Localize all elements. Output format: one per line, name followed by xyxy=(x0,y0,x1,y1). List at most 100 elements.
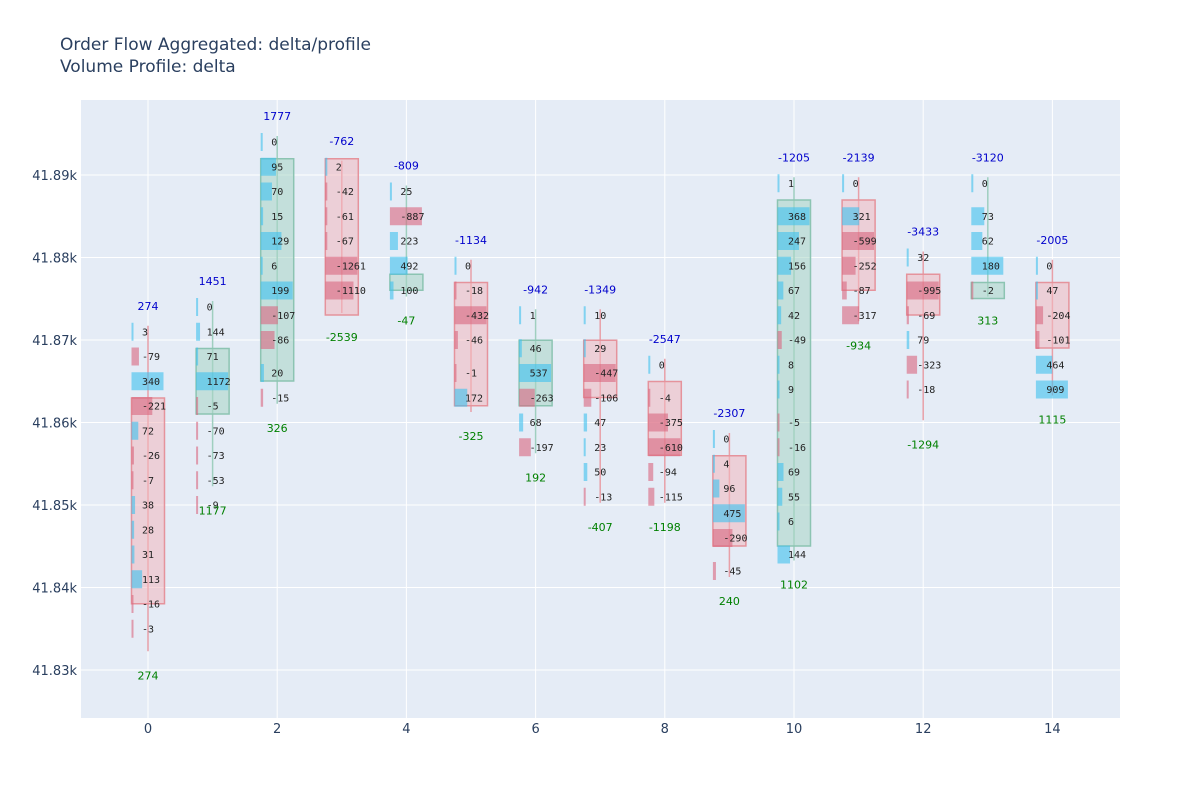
cumulative-delta-label: -1205 xyxy=(778,151,810,164)
delta-bar xyxy=(842,207,860,226)
delta-label: 28 xyxy=(142,525,154,536)
candle-delta-label: 274 xyxy=(138,669,159,682)
delta-label: 95 xyxy=(271,162,283,173)
delta-label: 144 xyxy=(788,550,806,561)
delta-bar xyxy=(777,355,780,374)
delta-label: -106 xyxy=(594,393,618,404)
candle: 10 29 -447 -106 47 23 50 -13 -1349 -407 xyxy=(582,283,618,534)
delta-label: -53 xyxy=(207,476,225,487)
delta-bar xyxy=(131,372,164,391)
delta-bar xyxy=(583,306,586,325)
delta-label: 0 xyxy=(207,303,213,314)
delta-bar xyxy=(712,430,715,448)
delta-label: 180 xyxy=(982,261,1000,272)
delta-label: -49 xyxy=(788,336,806,347)
delta-bar xyxy=(648,388,651,407)
delta-label: 0 xyxy=(1046,261,1052,272)
delta-label: 247 xyxy=(788,237,806,248)
delta-bar xyxy=(842,232,875,250)
delta-label: 1 xyxy=(788,179,794,190)
delta-bar xyxy=(906,355,918,374)
delta-label: -86 xyxy=(271,336,289,347)
delta-bar xyxy=(648,438,681,457)
candle-delta-label: -1198 xyxy=(649,521,681,534)
delta-bar xyxy=(906,380,909,399)
delta-label: -101 xyxy=(1046,336,1070,347)
delta-bar xyxy=(131,545,135,564)
delta-label: 156 xyxy=(788,261,806,272)
delta-bar xyxy=(196,397,199,415)
x-tick-label: 8 xyxy=(661,722,669,737)
delta-label: 1172 xyxy=(207,377,231,388)
delta-bar xyxy=(777,545,791,564)
cumulative-delta-label: -1134 xyxy=(455,234,487,247)
delta-bar xyxy=(454,256,457,275)
delta-bar xyxy=(712,504,745,523)
delta-label: 1 xyxy=(530,311,536,322)
delta-bar xyxy=(583,463,588,481)
delta-label: 69 xyxy=(788,468,800,479)
delta-bar xyxy=(196,298,199,316)
delta-bar xyxy=(260,306,278,325)
delta-bar xyxy=(519,388,535,407)
candle: 0 47 -204 -101 464 909 -2005 1115 xyxy=(1035,234,1070,427)
delta-label: -3 xyxy=(142,624,154,635)
cumulative-delta-label: -809 xyxy=(394,160,419,173)
delta-bar xyxy=(389,256,408,275)
delta-label: 72 xyxy=(142,426,154,437)
delta-bar xyxy=(196,446,199,465)
delta-bar xyxy=(260,157,276,176)
delta-label: 172 xyxy=(465,393,483,404)
delta-bar xyxy=(777,438,780,457)
x-tick-label: 6 xyxy=(531,722,539,737)
delta-bar xyxy=(971,207,985,226)
delta-bar xyxy=(519,364,552,382)
delta-bar xyxy=(777,232,799,250)
delta-label: -2 xyxy=(982,286,994,297)
delta-label: 32 xyxy=(917,253,929,264)
delta-label: -5 xyxy=(788,418,800,429)
delta-label: -42 xyxy=(336,187,354,198)
delta-label: -263 xyxy=(530,393,554,404)
x-tick-label: 10 xyxy=(786,722,803,737)
candle-delta-label: 313 xyxy=(977,315,998,328)
y-tick-label: 41.88k xyxy=(32,252,77,267)
cumulative-delta-label: -2307 xyxy=(713,407,745,420)
delta-bar xyxy=(260,364,264,382)
delta-bar xyxy=(131,496,136,514)
delta-label: 0 xyxy=(982,179,988,190)
delta-label: 15 xyxy=(271,212,283,223)
delta-bar xyxy=(648,413,668,432)
delta-bar xyxy=(712,454,715,473)
candle-delta-label: 1177 xyxy=(199,504,227,517)
candle: 32 -995 -69 79 -323 -18 -3433 -1294 xyxy=(905,226,941,451)
delta-bar xyxy=(131,322,134,341)
delta-label: 47 xyxy=(594,418,606,429)
delta-bar xyxy=(777,207,810,226)
delta-label: -290 xyxy=(723,534,747,545)
delta-label: -995 xyxy=(917,286,941,297)
delta-label: 3 xyxy=(142,327,148,338)
delta-label: 0 xyxy=(465,261,471,272)
delta-bar xyxy=(196,421,199,440)
delta-label: -61 xyxy=(336,212,354,223)
delta-bar xyxy=(519,413,524,432)
delta-label: -7 xyxy=(142,476,154,487)
chart-title: Order Flow Aggregated: delta/profile xyxy=(60,35,371,55)
delta-label: -5 xyxy=(207,402,219,413)
candle: 0 321 -599 -252 -87 -317 -2139 -934 xyxy=(841,151,877,352)
delta-label: -317 xyxy=(853,311,877,322)
delta-bar xyxy=(971,256,1004,275)
delta-label: 492 xyxy=(400,261,418,272)
delta-label: 47 xyxy=(1046,286,1058,297)
delta-bar xyxy=(389,232,398,250)
candle: 3 -79 340 -221 72 -26 -7 38 28 31 113 -16 -3 274 274 xyxy=(130,300,166,682)
x-tick-label: 2 xyxy=(273,722,281,737)
x-axis-ticks: 0 2 4 6 8 10 12 14 xyxy=(144,722,1061,737)
delta-label: -67 xyxy=(336,237,354,248)
delta-bar xyxy=(1035,355,1053,374)
delta-label: -197 xyxy=(530,443,554,454)
delta-bar xyxy=(777,487,783,506)
delta-bar xyxy=(583,339,586,358)
delta-label: -4 xyxy=(659,393,671,404)
